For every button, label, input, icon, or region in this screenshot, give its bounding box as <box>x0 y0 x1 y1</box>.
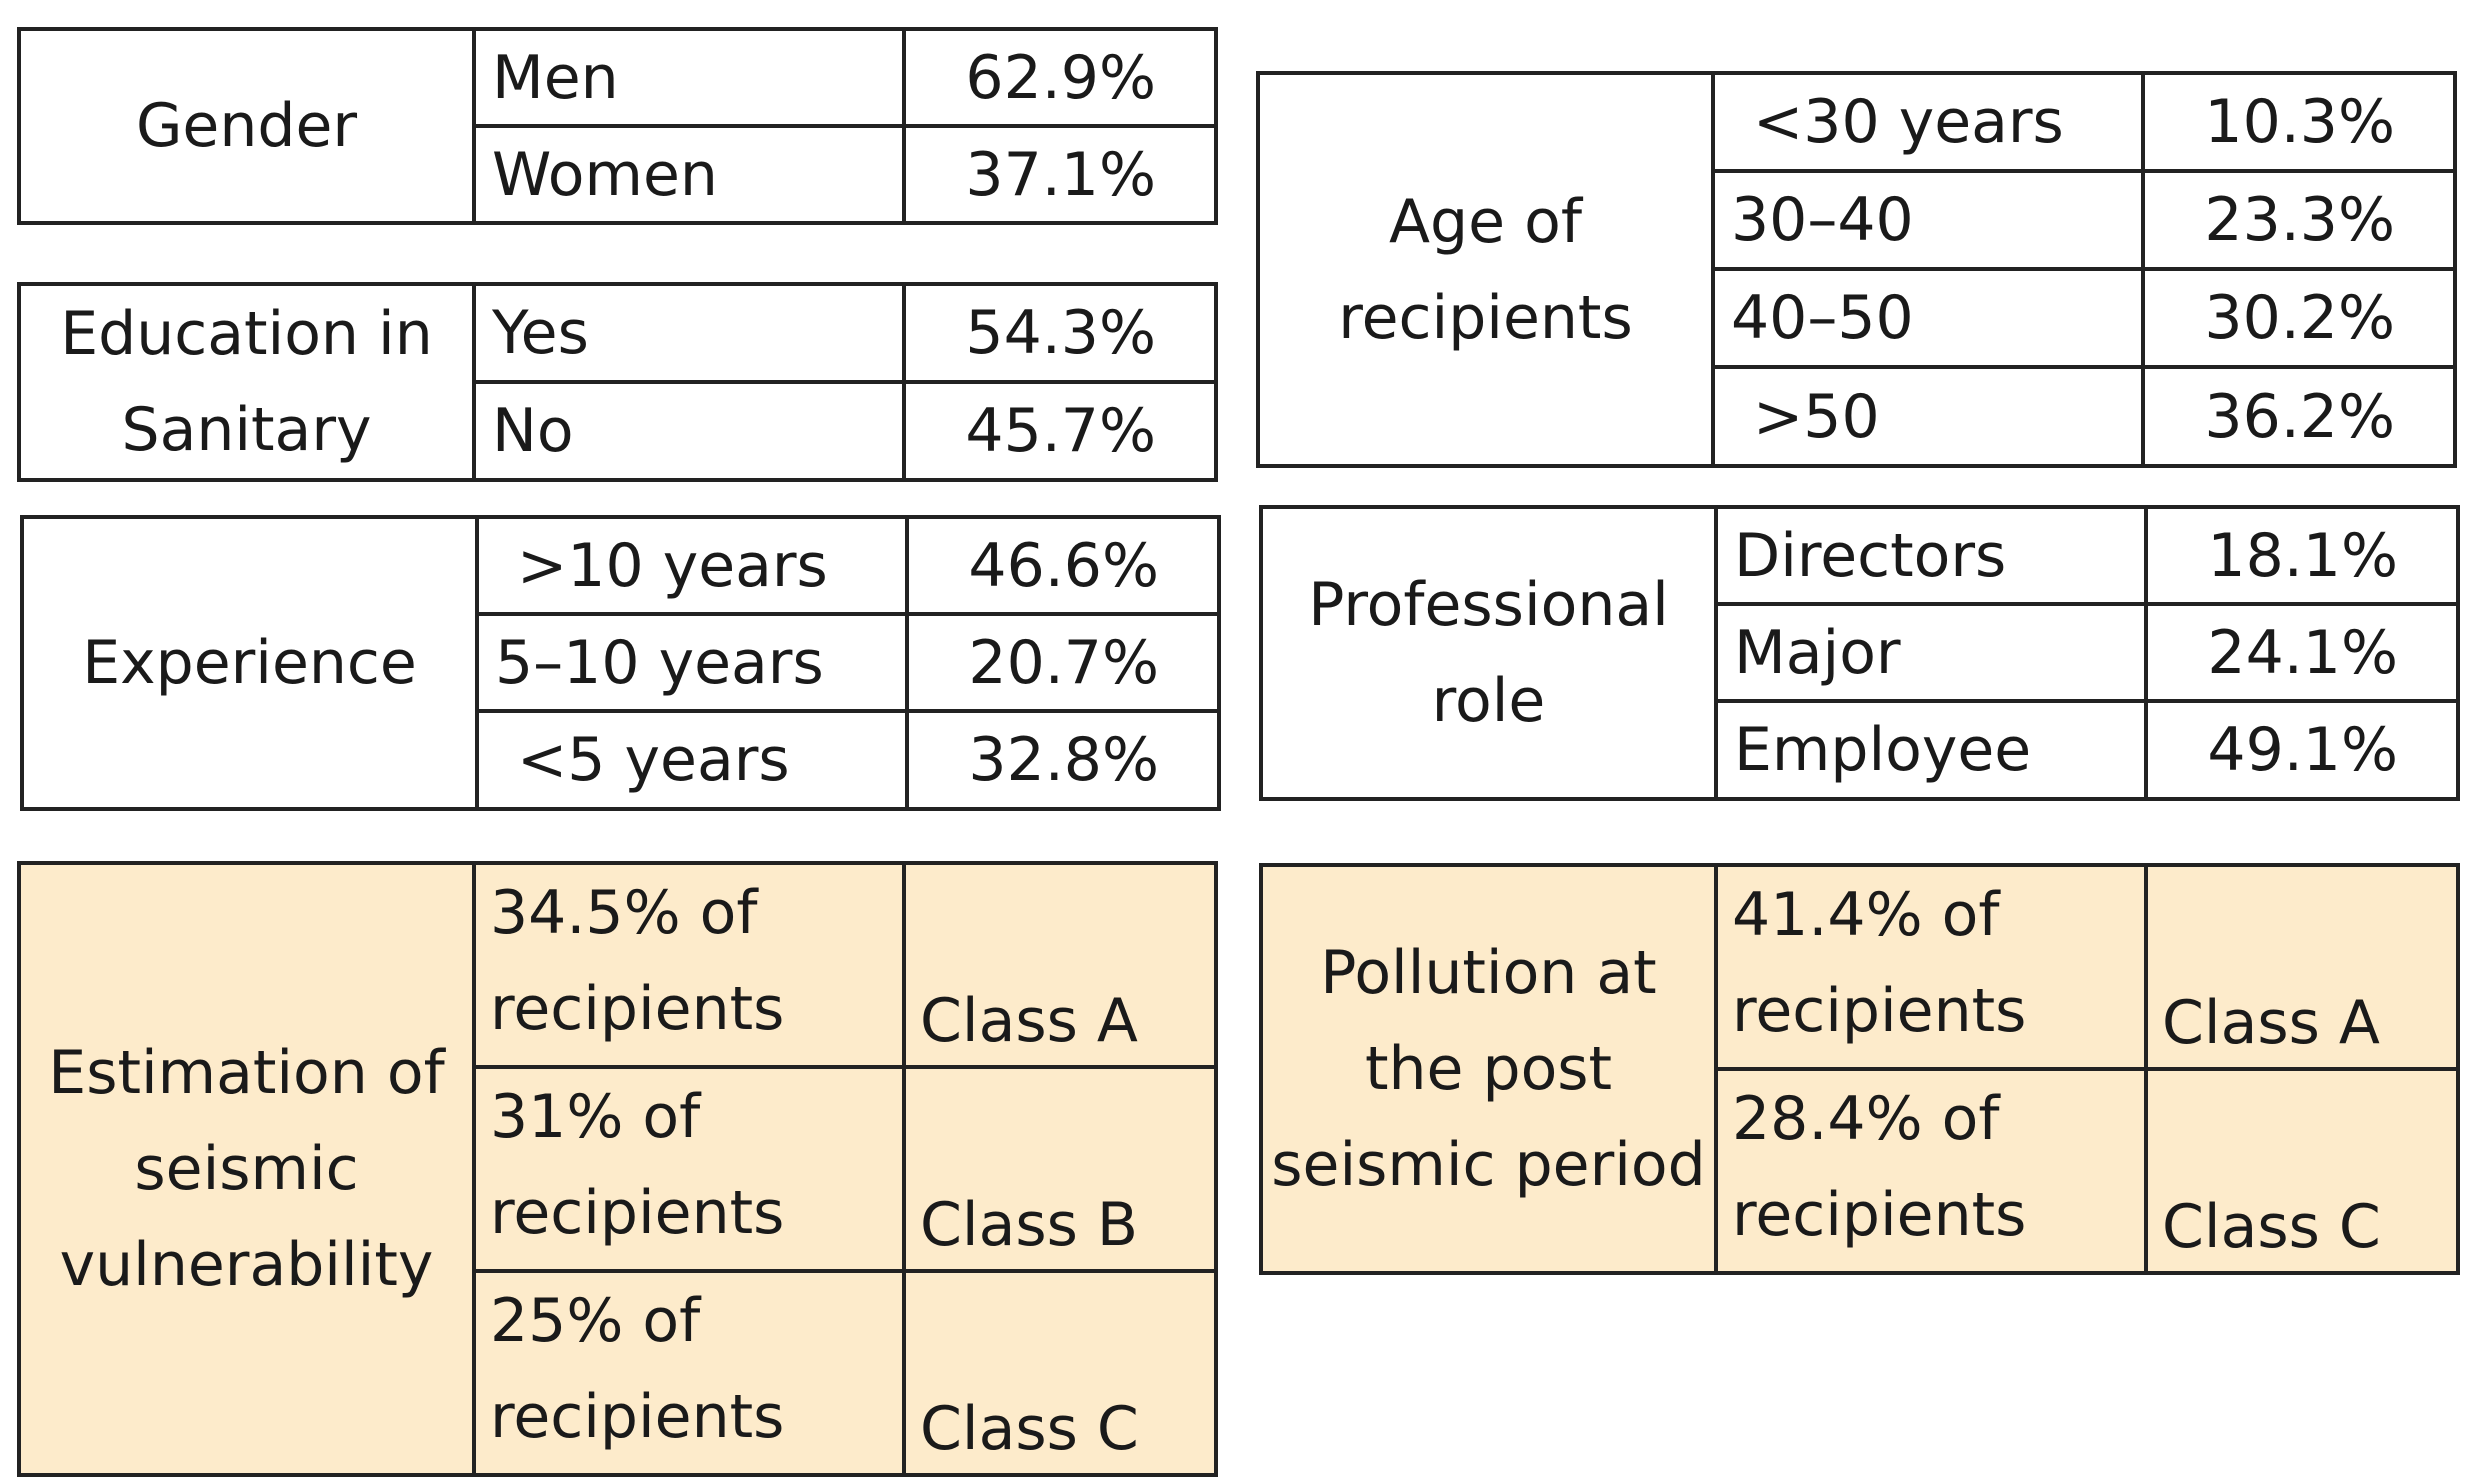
pollution-share-a: 41.4% of recipients <box>1714 863 2148 1071</box>
age-option-40-50: 40–50 <box>1711 267 2145 369</box>
experience-value-over-10: 46.6% <box>905 515 1221 616</box>
vulnerability-class-b: Class B <box>902 1065 1218 1273</box>
pollution-class-a: Class A <box>2144 863 2460 1071</box>
experience-option-over-10-label: >10 years <box>517 530 828 601</box>
role-table: Professional role Directors 18.1% Major … <box>1259 505 2460 801</box>
experience-table: Experience >10 years 46.6% 5–10 years 20… <box>20 515 1221 811</box>
age-option-30-40: 30–40 <box>1711 169 2145 271</box>
experience-option-under-5: <5 years <box>475 709 909 811</box>
gender-option-men: Men <box>472 27 906 128</box>
gender-category: Gender <box>17 27 476 225</box>
role-option-directors: Directors <box>1714 505 2148 606</box>
experience-option-under-5-label: <5 years <box>517 725 790 795</box>
role-value-directors: 18.1% <box>2144 505 2460 606</box>
vulnerability-share-a: 34.5% of recipients <box>472 861 906 1069</box>
age-option-under-30: <30 years <box>1711 71 2145 173</box>
role-value-employee: 49.1% <box>2144 699 2460 801</box>
education-table: Education in Sanitary Yes 54.3% No 45.7% <box>17 282 1218 482</box>
age-value-over-50: 36.2% <box>2141 365 2457 468</box>
vulnerability-share-c: 25% of recipients <box>472 1269 906 1477</box>
age-value-under-30: 10.3% <box>2141 71 2457 173</box>
experience-option-over-10: >10 years <box>475 515 909 616</box>
age-table: Age of recipients <30 years 10.3% 30–40 … <box>1256 71 2457 468</box>
education-value-yes: 54.3% <box>902 282 1218 384</box>
pollution-class-c: Class C <box>2144 1067 2460 1275</box>
education-value-no: 45.7% <box>902 380 1218 482</box>
vulnerability-table: Estimation of seismic vulnerability 34.5… <box>17 861 1218 1477</box>
vulnerability-class-a: Class A <box>902 861 1218 1069</box>
age-option-under-30-label: <30 years <box>1753 87 2064 157</box>
gender-value-men: 62.9% <box>902 27 1218 128</box>
age-option-over-50: >50 <box>1711 365 2145 468</box>
role-option-major: Major <box>1714 602 2148 703</box>
gender-option-women: Women <box>472 124 906 225</box>
role-category: Professional role <box>1259 505 1718 801</box>
age-category: Age of recipients <box>1256 71 1715 468</box>
vulnerability-category: Estimation of seismic vulnerability <box>17 861 476 1477</box>
age-value-40-50: 30.2% <box>2141 267 2457 369</box>
experience-option-5-10: 5–10 years <box>475 612 909 713</box>
gender-table: Gender Men 62.9% Women 37.1% <box>17 27 1218 225</box>
experience-category: Experience <box>20 515 479 811</box>
pollution-category: Pollution at the post seismic period <box>1259 863 1718 1275</box>
role-value-major: 24.1% <box>2144 602 2460 703</box>
vulnerability-share-b: 31% of recipients <box>472 1065 906 1273</box>
gender-value-women: 37.1% <box>902 124 1218 225</box>
vulnerability-class-c: Class C <box>902 1269 1218 1477</box>
experience-value-under-5: 32.8% <box>905 709 1221 811</box>
pollution-table: Pollution at the post seismic period 41.… <box>1259 863 2460 1275</box>
education-option-no: No <box>472 380 906 482</box>
experience-value-5-10: 20.7% <box>905 612 1221 713</box>
age-value-30-40: 23.3% <box>2141 169 2457 271</box>
pollution-share-c: 28.4% of recipients <box>1714 1067 2148 1275</box>
education-category: Education in Sanitary <box>17 282 476 482</box>
age-option-over-50-label: >50 <box>1753 381 1880 452</box>
education-option-yes: Yes <box>472 282 906 384</box>
role-option-employee: Employee <box>1714 699 2148 801</box>
